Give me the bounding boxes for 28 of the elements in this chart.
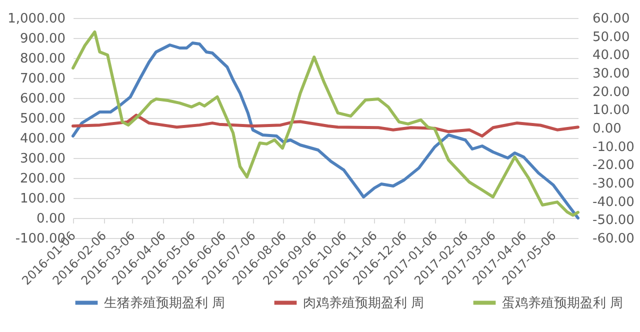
y2-tick-label: -20.00: [592, 158, 634, 174]
legend-label: 肉鸡养殖预期盈利 周: [303, 294, 424, 311]
y2-tick-label: 50.00: [592, 30, 630, 45]
y-tick-label: 600.00: [20, 92, 66, 106]
line-series: [72, 114, 580, 138]
y2-tick-label: -30.00: [592, 176, 634, 192]
y-tick-label: 500.00: [20, 112, 66, 126]
y-tick-label: 900.00: [20, 32, 66, 46]
y2-tick-label: 0.00: [592, 122, 622, 136]
y-tick-label: 1,000.00: [8, 12, 66, 26]
legend-label: 生猪养殖预期盈利 周: [104, 294, 226, 311]
y2-tick-label: -60.00: [592, 232, 634, 246]
y-tick-label: 200.00: [20, 172, 66, 186]
legend-label: 蛋鸡养殖预期盈利 周: [502, 294, 624, 311]
y2-tick-label: -10.00: [592, 140, 634, 155]
y2-tick-label: 20.00: [592, 84, 630, 100]
y-tick-label: 700.00: [20, 72, 66, 86]
y2-tick-label: 10.00: [592, 103, 630, 118]
y2-tick-label: 60.00: [592, 12, 630, 26]
y-tick-label: 400.00: [20, 132, 66, 146]
y2-tick-label: 30.00: [592, 66, 630, 82]
y-tick-label: 800.00: [20, 52, 66, 66]
y2-tick-label: -40.00: [592, 194, 634, 210]
y-tick-label: 300.00: [20, 152, 66, 166]
y2-tick-label: -50.00: [592, 213, 634, 228]
y-tick-label: 0.00: [36, 212, 66, 226]
y2-tick-label: 40.00: [592, 48, 630, 64]
y-tick-label: 100.00: [20, 192, 66, 206]
